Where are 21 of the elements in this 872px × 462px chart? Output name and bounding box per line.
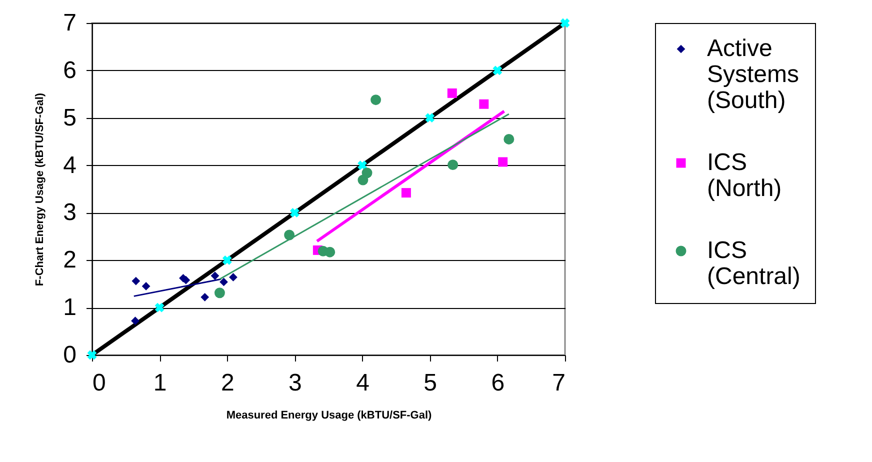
x-tick-label: 3 [288, 370, 302, 396]
y-tick-label: 7 [63, 10, 76, 36]
y-tick-label: 1 [63, 294, 76, 322]
x-axis-title: Measured Energy Usage (kBTU/SF-Gal) [226, 410, 432, 422]
x-tick-label: 2 [220, 370, 234, 396]
legend-label: Active Systems (South) [707, 35, 800, 114]
x-tick-label: 7 [552, 370, 566, 396]
x-tick-label: 4 [356, 370, 370, 396]
y-axis-title: F-Chart Energy Usage (kBTU/SF-Gal) [34, 92, 46, 286]
y-tick-label: 5 [63, 104, 76, 132]
y-tick-label: 2 [63, 246, 76, 274]
y-tick-label: 3 [63, 199, 76, 226]
y-tick-label: 0 [63, 342, 76, 368]
y-tick-label: 6 [63, 56, 76, 84]
legend-label: ICS (North) [707, 149, 782, 202]
x-tick-label: 0 [92, 370, 106, 396]
x-tick-label: 5 [424, 370, 438, 396]
y-tick-label: 4 [63, 152, 76, 179]
x-tick-label: 1 [153, 370, 167, 396]
x-tick-label: 6 [491, 370, 505, 396]
legend-label: ICS (Central) [707, 237, 800, 290]
